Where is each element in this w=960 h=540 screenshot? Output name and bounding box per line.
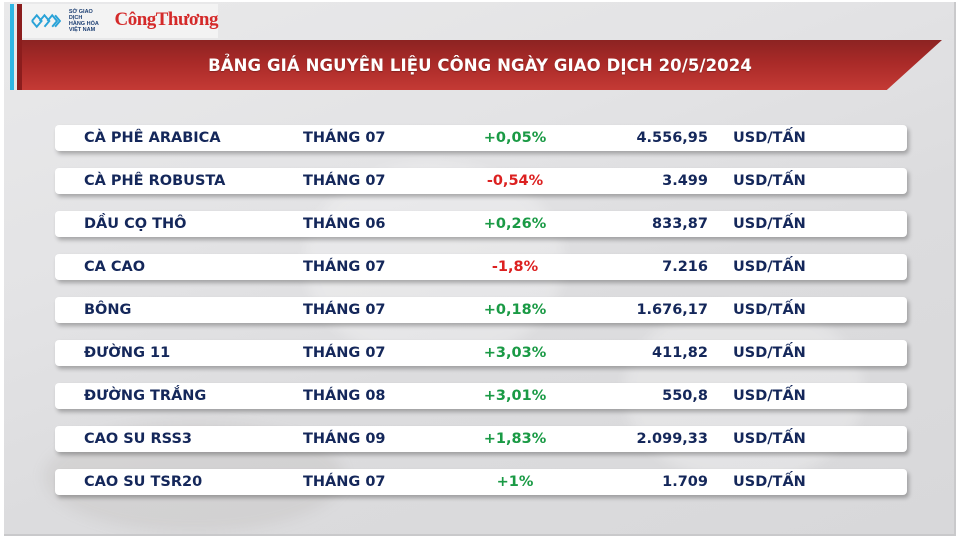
price-value: 833,87	[652, 216, 708, 232]
commodity-name: CAO SU RSS3	[84, 431, 192, 447]
commodity-name: CÀ PHÊ ROBUSTA	[84, 173, 226, 189]
price-value: 4.556,95	[636, 130, 708, 146]
price-change: +0,18%	[483, 302, 547, 318]
cong-thuong-logo: CôngThương	[114, 9, 218, 30]
exchange-logo-icon	[31, 13, 61, 29]
table-row: CÀ PHÊ ARABICA THÁNG 07 +0,05% 4.556,95 …	[55, 125, 907, 151]
exchange-name-line: HÀNG HÓA	[68, 21, 99, 27]
commodity-name: CA CAO	[84, 259, 146, 275]
commodity-name: CÀ PHÊ ARABICA	[84, 130, 221, 146]
contract-month: THÁNG 09	[303, 431, 386, 447]
price-unit: USD/TẤN	[733, 130, 806, 146]
table-row: CAO SU RSS3 THÁNG 09 +1,83% 2.099,33 USD…	[55, 426, 907, 452]
exchange-name-line: VIỆT NAM	[68, 27, 96, 34]
price-change: +3,03%	[483, 345, 547, 361]
logo-area: SỞ GIAO DỊCH HÀNG HÓA VIỆT NAM CôngThươn…	[22, 4, 218, 38]
table-row: CAO SU TSR20 THÁNG 07 +1% 1.709 USD/TẤN	[55, 469, 907, 495]
price-unit: USD/TẤN	[733, 388, 806, 404]
title-banner: BẢNG GIÁ NGUYÊN LIỆU CÔNG NGÀY GIAO DỊCH…	[22, 40, 942, 90]
price-change: +1,83%	[483, 431, 547, 447]
price-value: 3.499	[662, 173, 708, 189]
price-value: 1.709	[662, 474, 708, 490]
commodity-name: CAO SU TSR20	[84, 474, 203, 490]
price-unit: USD/TẤN	[733, 173, 806, 189]
price-value: 1.676,17	[636, 302, 708, 318]
commodity-name: BÔNG	[84, 302, 132, 318]
page-title: BẢNG GIÁ NGUYÊN LIỆU CÔNG NGÀY GIAO DỊCH…	[208, 55, 752, 75]
infographic-frame: SỞ GIAO DỊCH HÀNG HÓA VIỆT NAM CôngThươn…	[4, 2, 956, 536]
exchange-name-line: SỞ GIAO DỊCH	[68, 8, 93, 21]
table-row: CÀ PHÊ ROBUSTA THÁNG 07 -0,54% 3.499 USD…	[55, 168, 907, 194]
price-value: 550,8	[662, 388, 708, 404]
contract-month: THÁNG 07	[303, 130, 386, 146]
commodity-name: ĐƯỜNG TRẮNG	[84, 388, 207, 404]
price-value: 411,82	[652, 345, 708, 361]
contract-month: THÁNG 07	[303, 345, 386, 361]
commodity-name: ĐƯỜNG 11	[84, 345, 171, 361]
contract-month: THÁNG 07	[303, 173, 386, 189]
table-row: BÔNG THÁNG 07 +0,18% 1.676,17 USD/TẤN	[55, 297, 907, 323]
table-row: ĐƯỜNG TRẮNG THÁNG 08 +3,01% 550,8 USD/TẤ…	[55, 383, 907, 409]
contract-month: THÁNG 07	[303, 259, 386, 275]
table-row: CA CAO THÁNG 07 -1,8% 7.216 USD/TẤN	[55, 254, 907, 280]
contract-month: THÁNG 07	[303, 474, 386, 490]
accent-bar-cyan	[10, 4, 14, 90]
price-change: +0,26%	[483, 216, 547, 232]
price-unit: USD/TẤN	[733, 302, 806, 318]
price-unit: USD/TẤN	[733, 474, 806, 490]
price-unit: USD/TẤN	[733, 259, 806, 275]
contract-month: THÁNG 08	[303, 388, 386, 404]
exchange-name: SỞ GIAO DỊCH HÀNG HÓA VIỆT NAM	[69, 9, 107, 34]
price-unit: USD/TẤN	[733, 431, 806, 447]
price-change: +1%	[496, 474, 534, 490]
contract-month: THÁNG 06	[303, 216, 386, 232]
price-value: 7.216	[662, 259, 708, 275]
accent-bar-red	[17, 4, 22, 90]
table-row: ĐƯỜNG 11 THÁNG 07 +3,03% 411,82 USD/TẤN	[55, 340, 907, 366]
table-row: DẦU CỌ THÔ THÁNG 06 +0,26% 833,87 USD/TẤ…	[55, 211, 907, 237]
price-unit: USD/TẤN	[733, 345, 806, 361]
commodity-name: DẦU CỌ THÔ	[84, 216, 187, 232]
contract-month: THÁNG 07	[303, 302, 386, 318]
price-change: +3,01%	[483, 388, 547, 404]
price-value: 2.099,33	[636, 431, 708, 447]
price-change: -1,8%	[491, 259, 539, 275]
price-unit: USD/TẤN	[733, 216, 806, 232]
price-change: -0,54%	[486, 173, 544, 189]
price-change: +0,05%	[483, 130, 547, 146]
